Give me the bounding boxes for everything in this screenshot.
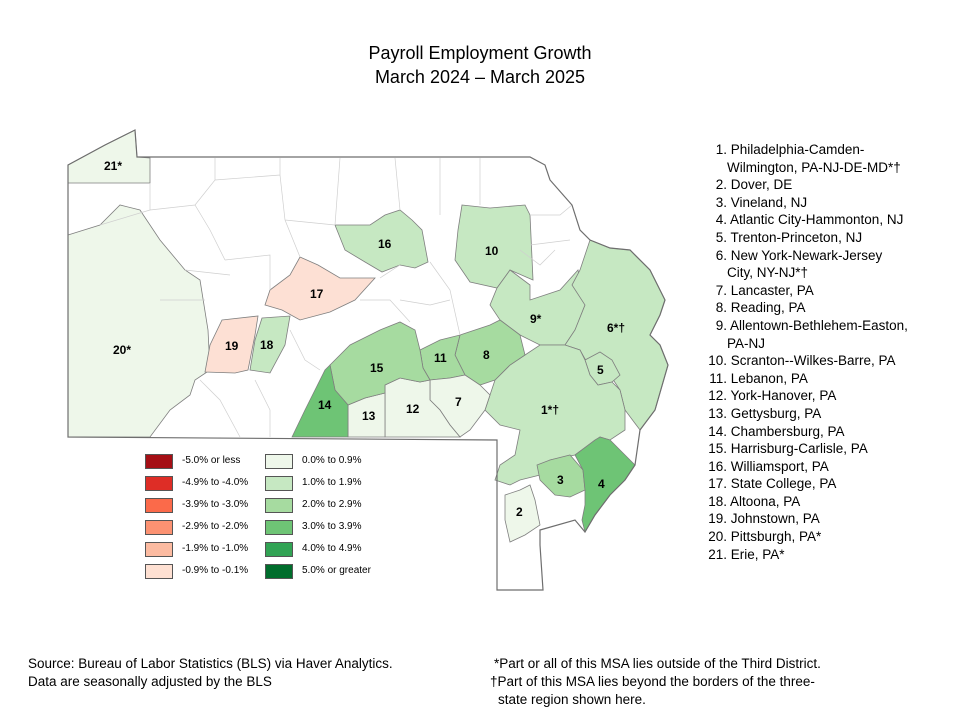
msa-item-20: 20. Pittsburgh, PA*: [708, 529, 822, 545]
msa-item-4: 4. Atlantic City-Hammonton, NJ: [715, 212, 904, 228]
region-18-altoona: [249, 315, 291, 374]
legend-swatch: [145, 542, 173, 557]
map-label-18: 18: [260, 338, 274, 352]
map-label-12: 12: [406, 402, 420, 416]
legend-swatch: [265, 498, 293, 513]
msa-item-8: 8. Reading, PA: [715, 300, 806, 316]
source-note: Source: Bureau of Labor Statistics (BLS)…: [28, 655, 393, 691]
msa-item-19: 19. Johnstown, PA: [708, 511, 820, 527]
map-label-4: 4: [598, 477, 605, 491]
legend-swatch: [145, 564, 173, 579]
source-line-1: Source: Bureau of Labor Statistics (BLS)…: [28, 656, 393, 671]
legend-swatch: [145, 520, 173, 535]
legend-swatch: [265, 454, 293, 469]
map-label-15: 15: [370, 361, 384, 375]
msa-item-15: 15. Harrisburg-Carlisle, PA: [708, 441, 868, 457]
region-20-pittsburgh: [67, 204, 211, 438]
footnote-dagger: †Part of this MSA lies beyond the border…: [490, 674, 815, 689]
msa-item-3: 3. Vineland, NJ: [715, 194, 808, 210]
map-label-8: 8: [483, 348, 490, 362]
footnote-asterisk: *Part or all of this MSA lies outside of…: [494, 656, 821, 671]
msa-item-21: 21. Erie, PA*: [708, 546, 785, 562]
msa-item-6-cont: City, NY-NJ*†: [727, 265, 809, 281]
map-label-5: 5: [597, 363, 604, 377]
msa-item-16: 16. Williamsport, PA: [708, 458, 829, 474]
chart-title: Payroll Employment Growth: [368, 43, 592, 63]
legend-swatch: [265, 476, 293, 491]
msa-item-9: 9. Allentown-Bethlehem-Easton,: [715, 317, 908, 333]
region-2-dover: [504, 484, 541, 543]
legend-swatch: [265, 564, 293, 579]
msa-item-18: 18. Altoona, PA: [708, 493, 801, 509]
source-line-2: Data are seasonally adjusted by the BLS: [28, 674, 272, 689]
msa-item-2: 2. Dover, DE: [715, 177, 793, 193]
map-label-17: 17: [310, 287, 324, 301]
msa-item-5: 5. Trenton-Princeton, NJ: [715, 229, 863, 245]
map-label-7: 7: [455, 395, 462, 409]
msa-item-10: 10. Scranton--Wilkes-Barre, PA: [708, 353, 896, 369]
map-label-20: 20*: [113, 343, 131, 357]
map-label-9: 9*: [530, 312, 542, 326]
legend-swatch: [265, 542, 293, 557]
map-label-6: 6*†: [607, 321, 625, 335]
legend-swatch: [145, 498, 173, 513]
map-label-14: 14: [318, 398, 332, 412]
region-19-johnstown: [204, 315, 259, 374]
map-label-19: 19: [225, 339, 239, 353]
msa-item-9-cont: PA-NJ: [727, 335, 766, 351]
msa-item-13: 13. Gettysburg, PA: [708, 405, 822, 421]
map-label-21: 21*: [104, 159, 122, 173]
map-label-2: 2: [516, 505, 523, 519]
msa-item-7: 7. Lancaster, PA: [715, 282, 814, 298]
msa-item-14: 14. Chambersburg, PA: [708, 423, 845, 439]
map-label-16: 16: [378, 237, 392, 251]
msa-item-1: 1. Philadelphia-Camden-: [715, 142, 865, 157]
footnote-dagger-cont: state region shown here.: [498, 692, 646, 707]
msa-item-11: 11. Lebanon, PA: [709, 370, 808, 386]
legend-swatch: [145, 454, 173, 469]
msa-item-12: 12. York-Hanover, PA: [708, 388, 837, 404]
legend-swatch: [265, 520, 293, 535]
map-label-13: 13: [362, 409, 376, 423]
region-17-state-college: [264, 256, 376, 321]
legend-swatch: [145, 476, 173, 491]
region-outline: [67, 129, 669, 591]
county-lines: [99, 157, 573, 438]
region-15-harrisburg: [329, 321, 431, 406]
chart-subtitle: March 2024 – March 2025: [374, 67, 586, 87]
msa-item-17: 17. State College, PA: [708, 476, 837, 492]
msa-item-1-cont: Wilmington, PA-NJ-DE-MD*†: [727, 159, 901, 175]
map-label-10: 10: [485, 244, 499, 258]
map-label-3: 3: [557, 473, 564, 487]
msa-item-6: 6. New York-Newark-Jersey: [715, 247, 883, 263]
map-label-1: 1*†: [541, 403, 559, 417]
color-legend: -5.0% or less -4.9% to -4.0% -3.9% to -3…: [145, 453, 395, 585]
map-label-11: 11: [434, 351, 447, 365]
region-16-williamsport: [334, 209, 429, 273]
footnotes: *Part or all of this MSA lies outside of…: [490, 655, 821, 709]
msa-list: 1. Philadelphia-Camden- Wilmington, PA-N…: [700, 141, 955, 563]
region-14-chambersburg: [291, 364, 349, 438]
